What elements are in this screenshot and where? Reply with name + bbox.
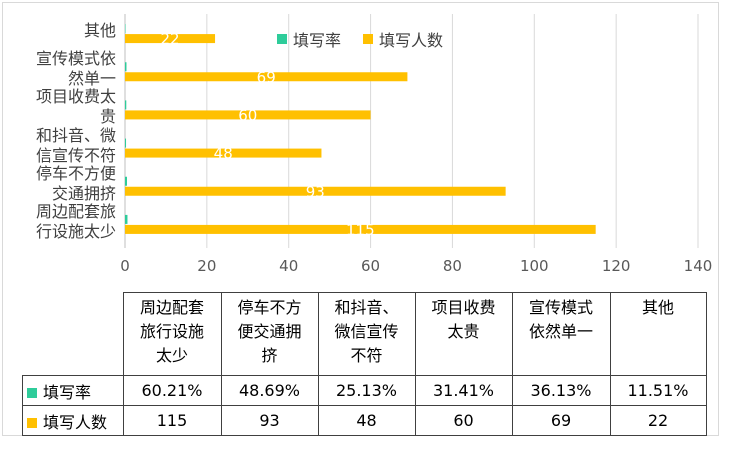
data-table-cell-count: 93 [220,405,319,436]
legend: 填写率 填写人数 [277,27,443,51]
data-table: 周边配套 旅行设施 太少 停车不方 便交通拥挤和抖音、 微信宣传 不符 项目收费 太贵 宣传模式依… [22,292,707,436]
legend-label-rate: 填写率 [293,31,342,50]
data-table-row-count: 填写人数 115 93 48 60 69 22 [22,405,707,436]
data-table-cell-rate: 11.51% [609,375,707,406]
bar-value-label: 69 [257,68,276,86]
x-tick-label: 80 [442,257,462,275]
category-label: 其他 [83,21,116,41]
bar-value-label: 48 [214,145,233,163]
data-table-cell-count: 60 [414,405,513,436]
bar-count [125,224,596,234]
legend-swatch-rate [277,34,287,44]
data-table-cell-count: 69 [511,405,611,436]
category-label: 项目收费太贵 [35,87,116,127]
data-table-cell-count: 48 [317,405,416,436]
x-tick-label: 40 [279,257,299,275]
bar-count [125,148,322,158]
x-tick-label: 60 [361,257,381,275]
category-label: 和抖音、微 信宣传不符 [35,125,116,165]
bar-count [125,34,216,44]
data-table-corner [22,292,124,376]
bar-rate [125,138,127,148]
x-tick-label: 120 [601,257,631,275]
bar-rate [125,62,127,72]
category-label: 停车不方便 交通拥挤 [35,163,116,203]
data-table-header-cell: 项目收费 太贵 [414,292,513,376]
data-table-header-cell: 宣传模式 依然单一 [511,292,611,376]
data-table-header-cell: 周边配套 旅行设施 太少 [122,292,222,376]
bar-count [125,72,408,82]
x-tick-label: 20 [197,257,217,275]
data-table-header-cell: 和抖音、 微信宣传 不符 [317,292,416,376]
x-tick-label: 0 [120,257,130,275]
x-tick-label: 100 [519,257,549,275]
legend-label-count: 填写人数 [379,31,444,50]
category-label: 周边配套旅 行设施太少 [35,201,116,241]
bar-count [125,110,371,120]
chart-frame [2,2,719,436]
category-label: 宣传模式依 然单一 [35,49,116,89]
data-table-cell-count: 115 [122,405,222,436]
data-table-header-row: 周边配套 旅行设施 太少 停车不方 便交通拥挤和抖音、 微信宣传 不符 项目收费 太贵 宣传模式依… [22,292,707,376]
data-table-cell-count: 22 [609,405,707,436]
bar-value-label: 22 [160,30,179,48]
data-table-cell-rate: 25.13% [317,375,416,406]
data-table-header-cell: 其他 [609,292,707,376]
bar-rate [125,100,127,110]
bar-value-label: 115 [346,221,375,239]
bar-value-label: 93 [306,183,325,201]
data-table-header-cell: 停车不方 便交通拥挤 [220,292,319,376]
data-table-cell-rate: 48.69% [220,375,319,406]
bar-count [125,186,506,196]
data-table-cell-rate: 31.41% [414,375,513,406]
legend-swatch-count [363,34,374,44]
data-table-rowlabel-rate: 填写率 [22,375,124,406]
bar-rate [125,176,127,186]
data-table-rowlabel-count: 填写人数 [22,405,124,436]
data-table-cell-rate: 60.21% [122,375,222,406]
x-tick-label: 140 [683,257,713,275]
bar-value-label: 60 [238,106,257,124]
data-table-cell-rate: 36.13% [511,375,611,406]
bar-rate [125,214,128,224]
data-table-row-rate: 填写率 60.21% 48.69% 25.13% 31.41% 36.13% 11.51% [22,375,707,406]
